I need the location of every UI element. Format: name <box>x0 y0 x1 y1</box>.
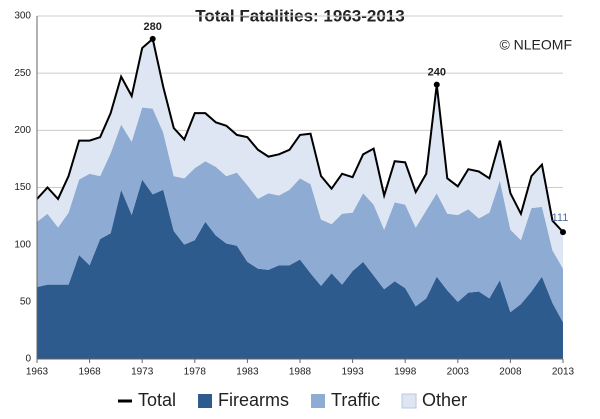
legend-label: Total <box>138 390 176 410</box>
x-tick-label: 1963 <box>26 367 49 378</box>
total-line <box>36 37 564 233</box>
legend-swatch <box>198 394 213 408</box>
value-label: 280 <box>144 21 162 33</box>
x-tick-label: 2008 <box>499 367 522 378</box>
y-tick-label: 50 <box>20 296 32 307</box>
area <box>37 107 563 323</box>
x-tick-label: 1988 <box>289 367 312 378</box>
x-tick-label: 1973 <box>131 367 154 378</box>
point <box>560 229 566 236</box>
y-tick-label: 200 <box>14 125 31 136</box>
x-tick-label: 1993 <box>341 367 364 378</box>
x-tick-label: 1978 <box>184 367 207 378</box>
x-tick-label: 1983 <box>236 367 259 378</box>
legend-swatch <box>311 394 326 408</box>
area <box>37 179 563 359</box>
y-tick-label: 250 <box>14 68 31 79</box>
x-tick-label: 1968 <box>78 367 101 378</box>
value-label: 111 <box>552 212 569 224</box>
x-tick-label: 2013 <box>552 367 575 378</box>
point <box>149 35 156 42</box>
credit: © NLEOMF <box>499 37 572 53</box>
legend-label: Firearms <box>218 390 289 410</box>
area <box>37 38 563 269</box>
x-tick-label: 2003 <box>447 367 470 378</box>
value-label: 240 <box>428 67 446 79</box>
legend-swatch <box>401 393 417 409</box>
y-tick-label: 100 <box>14 239 31 250</box>
legend-label: Other <box>422 390 467 410</box>
y-tick-label: 150 <box>14 182 31 193</box>
point <box>433 81 440 88</box>
y-tick-label: 0 <box>25 354 31 365</box>
x-tick-label: 1998 <box>394 367 417 378</box>
legend-label: Traffic <box>331 390 380 410</box>
y-tick-label: 300 <box>14 11 31 22</box>
